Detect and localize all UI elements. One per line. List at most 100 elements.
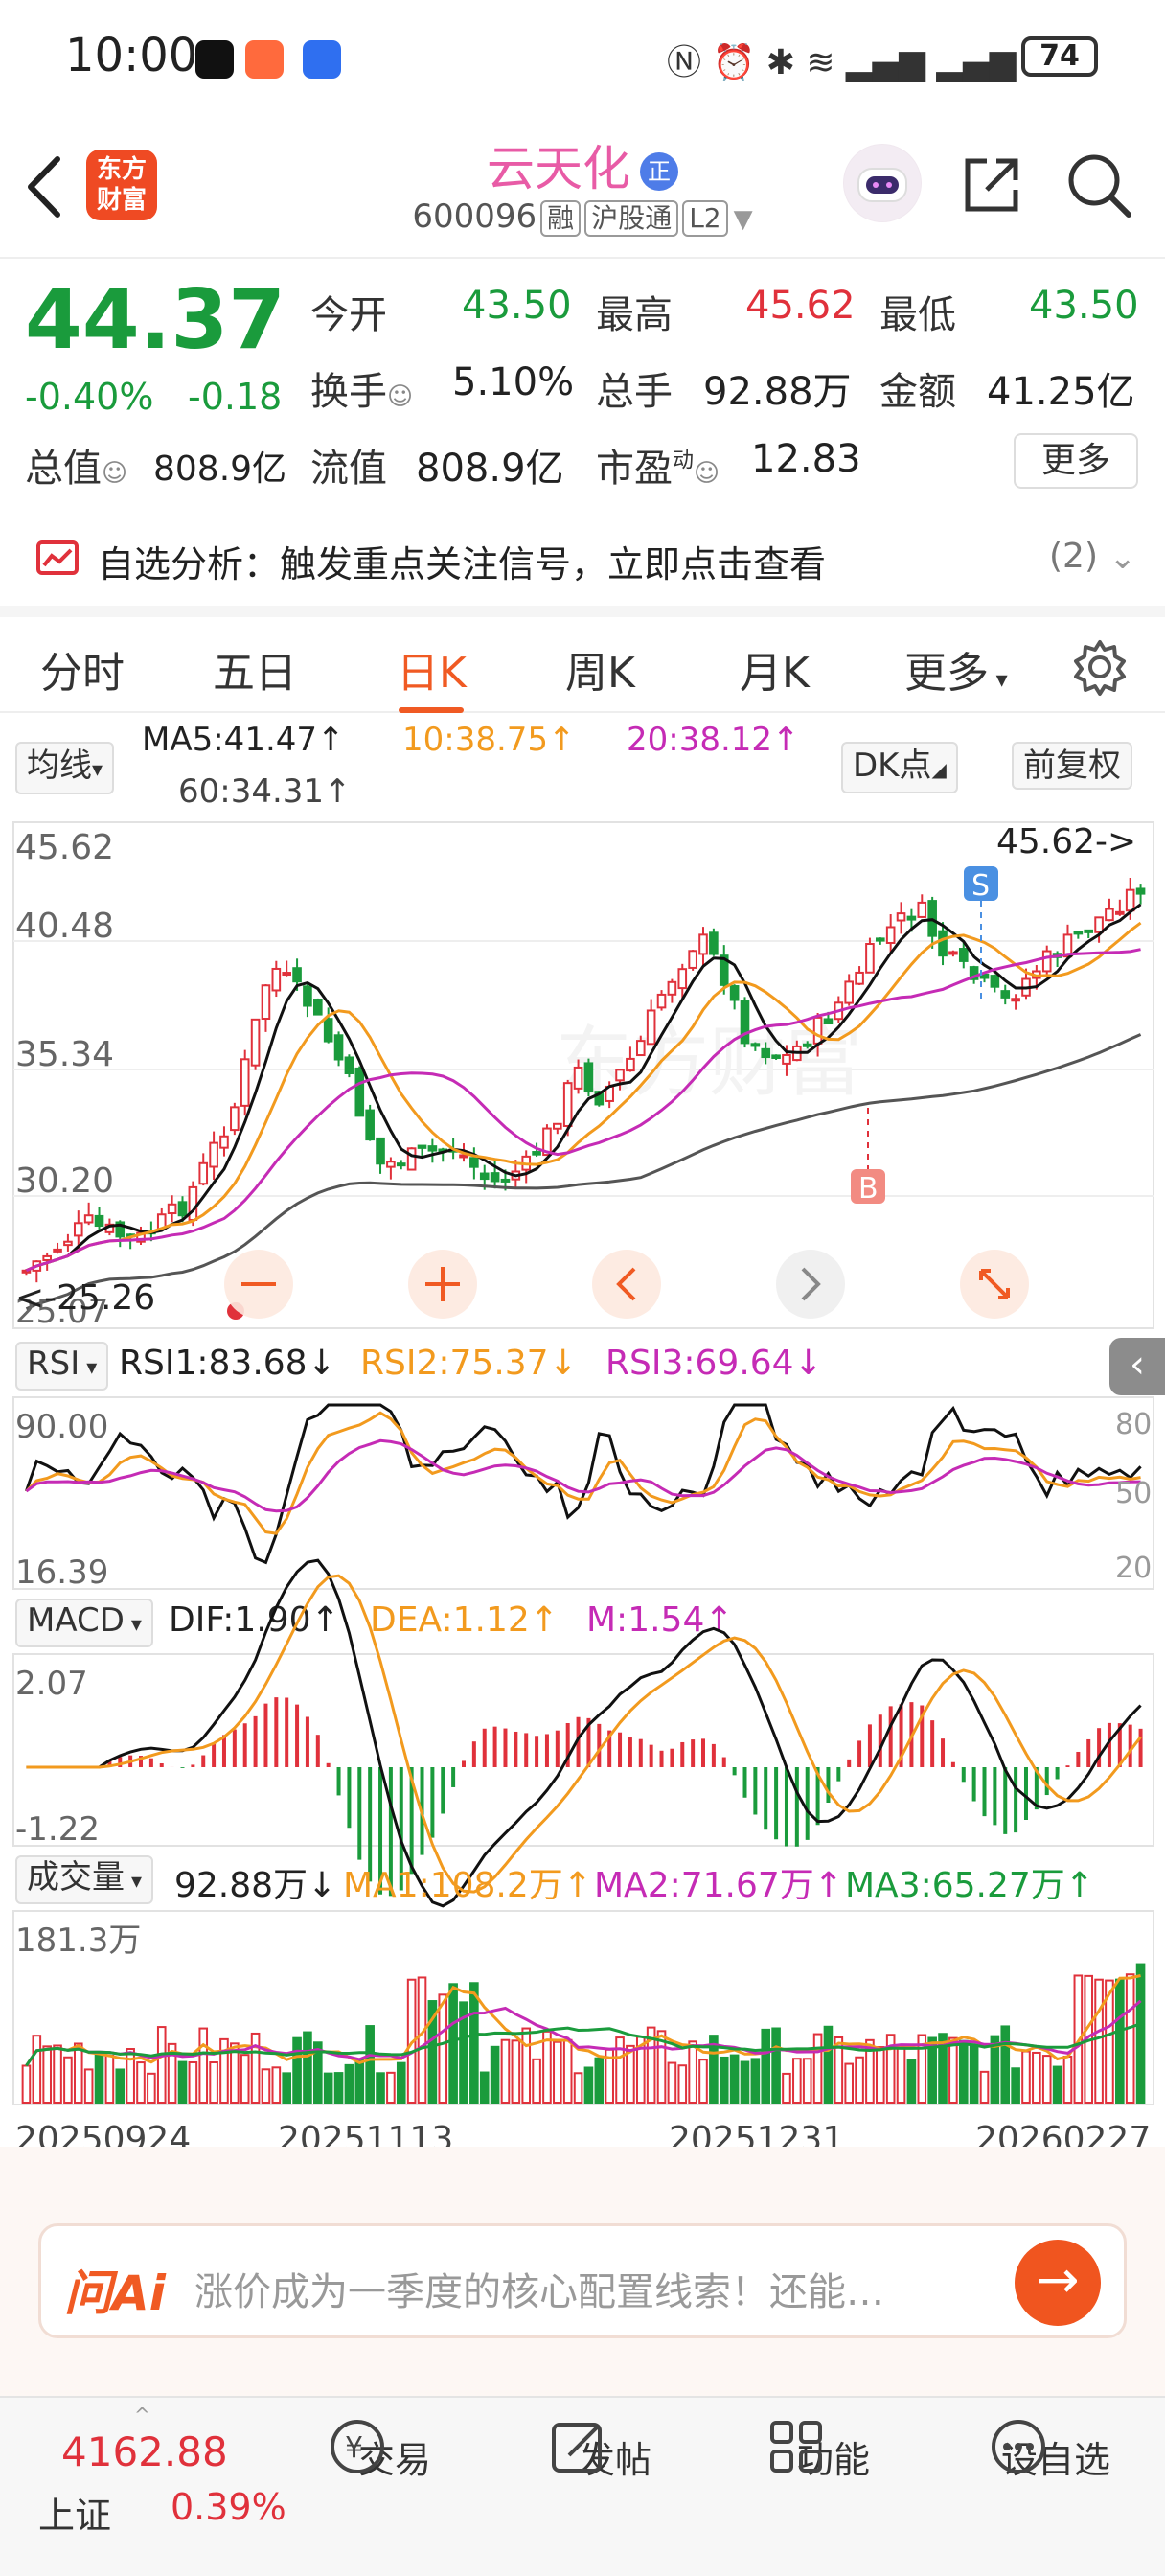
tab-daily-k[interactable]: 日K (397, 649, 467, 698)
volume-bar (521, 2027, 532, 2104)
nav-trade[interactable]: ¥ 交易 (328, 2417, 462, 2483)
candle (219, 1135, 229, 1149)
tab-monthly-k[interactable]: 月K (740, 649, 810, 698)
volume-value: 92.88万 (703, 370, 852, 414)
volume-bar (562, 2038, 573, 2104)
ai-ask-bar[interactable]: 问Ai 涨价成为一季度的核心配置线索！还能… → (38, 2223, 1127, 2338)
vol-ma3-line (25, 2022, 1142, 2067)
volume-bar (511, 2039, 521, 2104)
volume-bar (32, 2035, 42, 2104)
adjust-mode-button[interactable]: 前复权 (1012, 742, 1132, 790)
collapse-panel-button[interactable]: ‹ (1109, 1338, 1165, 1395)
chevron-up-icon[interactable]: ^ (134, 2404, 150, 2426)
turnover-value: 5.10% (452, 360, 575, 404)
kline-ylabel: 45.62 (15, 828, 114, 867)
macd-selector[interactable]: MACD ▾ (15, 1598, 153, 1647)
dropdown-icon[interactable]: ▼ (733, 205, 753, 234)
ma20-value: 20:38.12↑ (627, 721, 800, 759)
high-value: 45.62 (745, 284, 856, 328)
volume-bar (261, 2068, 271, 2104)
more-button[interactable]: 更多 (1014, 433, 1138, 489)
edit-icon (552, 2423, 602, 2472)
candle (667, 980, 677, 996)
dea-line (26, 1574, 1142, 1894)
tab-five-day[interactable]: 五日 (213, 649, 297, 698)
ma-lines-group (25, 903, 1142, 1311)
tab-intraday[interactable]: 分时 (40, 649, 125, 698)
volume-bar (646, 2026, 656, 2104)
sell-signal-marker[interactable] (964, 866, 998, 901)
pan-right-button[interactable] (776, 1250, 845, 1319)
back-icon[interactable] (21, 153, 69, 220)
volume-bar (115, 2068, 126, 2104)
kline-chart[interactable]: 东方财富 45.62 40.48 35.34 30.20 25.07 45.62… (0, 820, 1165, 1332)
system-status-icons: Ⓝ ⏰ ✱ ≋ ▂▄▆ ▂▄▆ (667, 43, 1017, 82)
chevron-down-icon[interactable]: ⌄ (1108, 539, 1137, 577)
info-icon[interactable]: ☺ (102, 459, 128, 488)
volume-bar (188, 2060, 198, 2104)
app-logo[interactable]: 东方财富 (86, 150, 157, 220)
volume-bar (719, 2056, 729, 2104)
dk-point-toggle[interactable]: DK点◢ (841, 742, 958, 794)
tab-weekly-k[interactable]: 周K (565, 649, 635, 698)
nav-post[interactable]: 发帖 (548, 2417, 682, 2483)
volume-bar (323, 2072, 333, 2104)
float-label: 流值 (310, 447, 387, 491)
candle (876, 937, 885, 942)
candle (1094, 916, 1104, 933)
candle (396, 1162, 406, 1167)
vol-ma1-line (25, 1974, 1141, 2067)
amount-value: 41.25亿 (987, 370, 1135, 414)
candle (500, 1178, 511, 1183)
gear-icon[interactable] (1071, 638, 1129, 696)
rsi-level: 50 (1115, 1477, 1152, 1510)
candle (917, 901, 927, 918)
index-value[interactable]: 4162.88 (61, 2428, 228, 2475)
candle (646, 1009, 656, 1046)
candle (626, 1057, 635, 1072)
volume-bar (21, 2064, 32, 2104)
info-icon[interactable]: ☺ (387, 382, 414, 411)
search-icon[interactable] (1065, 151, 1134, 220)
volume-bar (219, 2037, 229, 2104)
rsi-selector[interactable]: RSI ▾ (15, 1342, 109, 1391)
index-name[interactable]: 上证 (38, 2495, 112, 2537)
arrow-right-icon[interactable]: → (1015, 2240, 1101, 2326)
volume-bar (292, 2036, 302, 2104)
analysis-banner[interactable]: 自选分析：触发重点关注信号，立即点击查看 (2) ⌄ (0, 518, 1165, 604)
volume-bar (1011, 2067, 1020, 2104)
buy-signal-marker[interactable] (851, 1169, 885, 1204)
candle (761, 1047, 771, 1059)
volume-bar (136, 2061, 146, 2104)
amount-label: 金额 (879, 370, 956, 414)
rsi2-line (25, 1411, 1141, 1535)
volume-bar (885, 2034, 896, 2104)
fullscreen-button[interactable] (960, 1250, 1029, 1319)
enterprise-badge: 正 (640, 152, 678, 191)
more-dots-icon (992, 2420, 1045, 2473)
robot-assistant-icon[interactable] (843, 144, 922, 222)
info-icon[interactable]: ☺ (694, 459, 720, 488)
ma-selector[interactable]: 均线▾ (15, 742, 115, 794)
volume-selector[interactable]: 成交量 ▾ (15, 1855, 154, 1904)
buy-signal-label: B (858, 1172, 879, 1206)
volume-bar (42, 2045, 52, 2104)
tab-more[interactable]: 更多 ▾ (904, 649, 1008, 698)
share-icon[interactable] (958, 151, 1025, 218)
pan-left-button[interactable] (592, 1250, 661, 1319)
volume-bar (198, 2027, 209, 2104)
candle (656, 993, 667, 1009)
candle (365, 1109, 375, 1141)
tag-level2: L2 (682, 200, 728, 237)
zoom-out-button[interactable] (224, 1250, 293, 1319)
volume-bar (792, 2058, 802, 2104)
index-change[interactable]: 0.39% (171, 2486, 286, 2528)
rsi-level: 20 (1115, 1552, 1152, 1585)
candle (979, 973, 990, 979)
volume-bar (63, 2056, 73, 2104)
zoom-in-button[interactable] (408, 1250, 477, 1319)
volume-bar (865, 2038, 875, 2104)
candle (240, 1058, 250, 1107)
nav-functions[interactable]: 功能 (766, 2417, 901, 2483)
nav-add-watchlist[interactable]: 设自选 (989, 2417, 1123, 2483)
